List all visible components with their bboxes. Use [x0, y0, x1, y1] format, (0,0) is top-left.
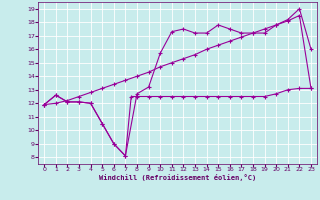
X-axis label: Windchill (Refroidissement éolien,°C): Windchill (Refroidissement éolien,°C)	[99, 174, 256, 181]
